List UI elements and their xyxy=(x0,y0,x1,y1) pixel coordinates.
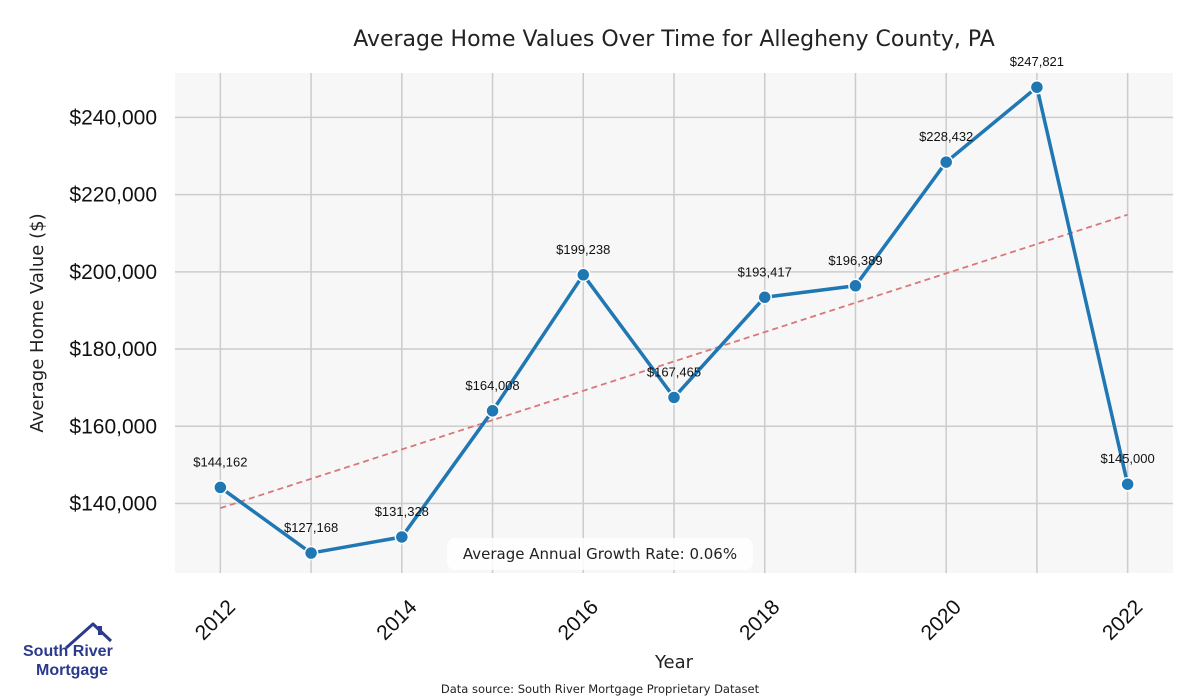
data-point xyxy=(394,529,410,545)
data-source-note: Data source: South River Mortgage Propri… xyxy=(441,682,760,696)
y-tick-label: $200,000 xyxy=(69,261,157,284)
data-labels: $144,162 $127,168 $131,328 $164,008 $199,238… xyxy=(193,54,1155,535)
trend-line xyxy=(220,213,1128,509)
growth-rate-text: Average Annual Growth Rate: 0.06% xyxy=(463,545,737,563)
data-label: $131,328 xyxy=(375,504,429,519)
y-tick-label: $160,000 xyxy=(69,415,157,438)
x-axis-ticks: 2012 2014 2016 2018 2020 2022 xyxy=(191,595,1148,645)
data-point xyxy=(666,390,682,405)
data-point xyxy=(938,154,954,170)
y-axis-ticks: $140,000 $160,000 $180,000 $200,000 $220,000… xyxy=(69,106,157,515)
y-tick-label: $220,000 xyxy=(69,184,157,207)
data-label: $199,238 xyxy=(556,242,610,257)
x-tick-label: 2014 xyxy=(372,595,422,645)
data-label: $127,168 xyxy=(284,520,338,535)
data-label: $193,417 xyxy=(738,264,792,279)
data-label: $196,389 xyxy=(828,253,882,268)
x-tick-label: 2016 xyxy=(554,595,603,644)
data-label: $164,008 xyxy=(465,378,519,393)
logo-line-1: South River xyxy=(23,643,113,660)
y-tick-label: $180,000 xyxy=(69,338,157,361)
data-point xyxy=(213,480,228,495)
grid-lines xyxy=(175,73,1173,573)
x-tick-label: 2020 xyxy=(917,595,966,644)
growth-rate-annotation: Average Annual Growth Rate: 0.06% xyxy=(447,538,753,570)
x-tick-label: 2022 xyxy=(1098,595,1147,644)
logo: South River Mortgage xyxy=(23,622,113,679)
data-point xyxy=(757,290,772,305)
y-tick-label: $140,000 xyxy=(69,493,157,516)
data-label: $247,821 xyxy=(1010,54,1064,69)
y-tick-label: $240,000 xyxy=(69,106,157,129)
data-label: $144,162 xyxy=(193,454,247,469)
data-label: $145,000 xyxy=(1101,451,1155,466)
house-roof-icon xyxy=(65,622,113,650)
data-point xyxy=(1029,79,1045,95)
x-tick-label: 2018 xyxy=(735,595,784,644)
data-point xyxy=(485,403,500,419)
data-point xyxy=(1120,476,1135,492)
logo-line-2: Mortgage xyxy=(36,662,108,679)
chart-title: Average Home Values Over Time for Allegh… xyxy=(353,27,995,52)
data-point xyxy=(848,278,863,294)
x-axis-label: Year xyxy=(654,652,694,673)
data-label: $167,465 xyxy=(647,364,701,379)
data-label: $228,432 xyxy=(919,129,973,144)
data-points xyxy=(213,79,1135,561)
data-point xyxy=(576,267,591,283)
annotation-box xyxy=(447,538,753,570)
y-axis-label: Average Home Value ($) xyxy=(27,213,48,432)
data-point xyxy=(303,545,319,561)
x-tick-label: 2012 xyxy=(191,595,240,644)
